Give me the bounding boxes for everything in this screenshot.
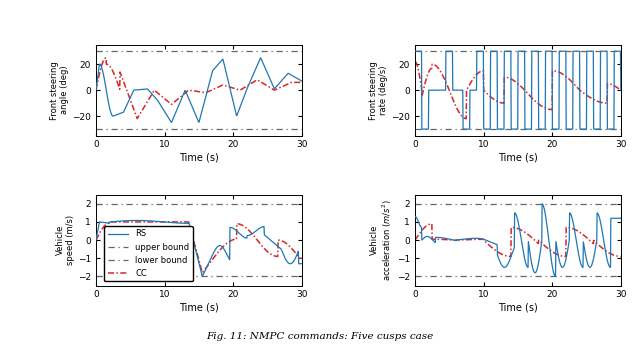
Y-axis label: Vehicle
speed (m/s): Vehicle speed (m/s) [56,215,75,265]
X-axis label: Time (s): Time (s) [498,302,538,312]
X-axis label: Time (s): Time (s) [498,152,538,162]
Text: Fig. 11: NMPC commands: Five cusps case: Fig. 11: NMPC commands: Five cusps case [206,332,434,341]
Y-axis label: Front steering
rate (deg/s): Front steering rate (deg/s) [369,61,388,119]
X-axis label: Time (s): Time (s) [179,302,219,312]
X-axis label: Time (s): Time (s) [179,152,219,162]
Y-axis label: Vehicle
acceleration $(m/s^2)$: Vehicle acceleration $(m/s^2)$ [370,199,394,281]
Legend: RS, upper bound, lower bound, CC: RS, upper bound, lower bound, CC [104,226,193,281]
Y-axis label: Front steering
angle (deg): Front steering angle (deg) [50,61,70,119]
